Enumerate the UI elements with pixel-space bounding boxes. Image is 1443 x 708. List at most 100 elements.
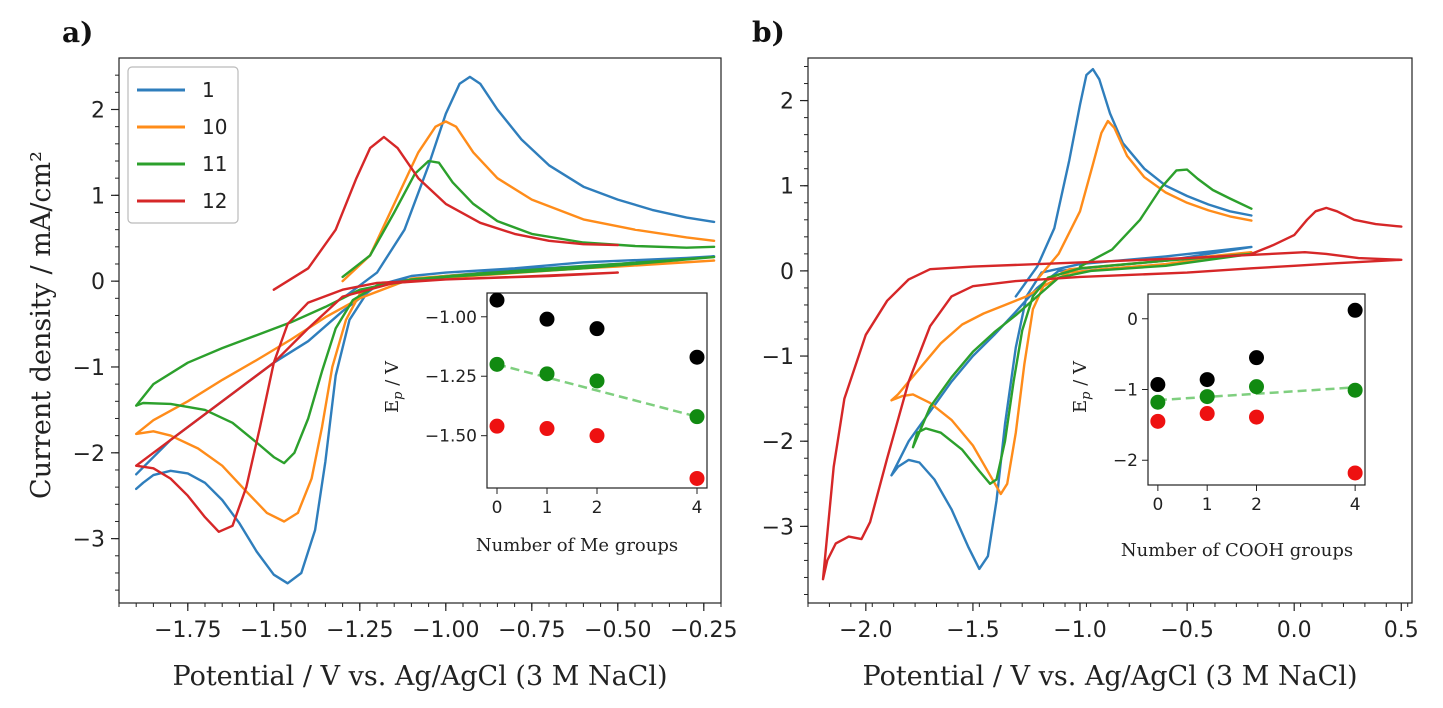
- series-line-1-ox: [341, 75, 716, 300]
- inset-point-black: [1347, 302, 1363, 318]
- y-tick-label: −2: [73, 442, 105, 467]
- inset-point-red: [1150, 413, 1166, 429]
- panel-b-plot-area: −2.0 −1.5 −1.0 −0.5 0.0 0.5 −3 −2 −1 0 1 2: [762, 57, 1419, 643]
- legend-label-11: 11: [202, 152, 227, 176]
- inset-point-black: [1249, 350, 1264, 366]
- inset-point-black: [539, 311, 555, 327]
- panel-b: b) Potential / V vs. Ag/AgCl (3 M NaCl) …: [752, 16, 1419, 692]
- panel-a-inset: Number of Me groups Ep / V 0 1 2 4 −1.00 −1.2…: [382, 292, 708, 556]
- y-tick-label: −2: [762, 430, 794, 455]
- y-tick-label: 2: [91, 98, 105, 123]
- panel-b-inset-x-label: Number of COOH groups: [1121, 540, 1353, 561]
- panel-a-plot-area: −1.75 −1.50 −1.25 −1.00 −0.75 −0.50 −0.25 −3 −2 −…: [73, 57, 738, 643]
- x-tick-label: −2.0: [839, 618, 892, 643]
- inset-point-red: [1347, 465, 1363, 481]
- series-line-red-ox: [1250, 206, 1403, 256]
- panel-a-y-axis-label: Current density / mA/cm²: [26, 151, 57, 499]
- inset-x-tick-label: 4: [1350, 495, 1361, 515]
- inset-point-green: [1150, 394, 1166, 410]
- x-tick-label: −0.75: [498, 618, 565, 643]
- inset-y-tick-label: −1.00: [425, 308, 477, 328]
- inset-point-red: [689, 470, 705, 486]
- y-tick-label: −3: [762, 515, 794, 540]
- inset-point-red: [1199, 406, 1215, 422]
- y-tick-label: 0: [91, 270, 105, 295]
- plot-frame: [807, 57, 1413, 604]
- inset-y-tick-label: −2: [1113, 451, 1138, 471]
- series-line-green: [911, 252, 1253, 485]
- inset-point-green: [539, 366, 555, 382]
- inset-point-green: [489, 356, 505, 372]
- y-tick-label: 2: [780, 90, 794, 115]
- series-line-red: [821, 251, 1403, 581]
- y-tick-label: 1: [91, 184, 105, 209]
- series-line-12: [135, 271, 619, 533]
- y-tick-label: 0: [780, 260, 794, 285]
- inset-point-black: [489, 292, 505, 308]
- inset-x-tick-label: 1: [1202, 495, 1213, 515]
- inset-y-unit: / V: [382, 360, 403, 392]
- inset-fit-line: [496, 363, 698, 418]
- inset-x-tick-label: 4: [692, 498, 703, 518]
- series-line-green-ox: [1078, 168, 1253, 268]
- panel-a-inset-y-label: Ep / V: [382, 360, 406, 413]
- inset-point-green: [1347, 382, 1363, 398]
- panel-b-x-axis-label: Potential / V vs. Ag/AgCl (3 M NaCl): [863, 661, 1358, 692]
- panel-a-label: a): [62, 16, 93, 49]
- legend-box: [127, 66, 239, 224]
- inset-y-tick-label: 0: [1127, 310, 1138, 330]
- inset-point-red: [589, 428, 605, 444]
- panel-a-legend: 1 10 11 12: [127, 66, 239, 224]
- x-tick-label: −1.50: [240, 618, 307, 643]
- panel-a-inset-x-label: Number of Me groups: [476, 535, 678, 556]
- inset-point-green: [1249, 379, 1264, 395]
- inset-x-tick-label: 1: [542, 498, 553, 518]
- inset-point-green: [1199, 389, 1215, 405]
- x-tick-label: −1.00: [412, 618, 479, 643]
- x-tick-label: −1.0: [1053, 618, 1106, 643]
- inset-point-black: [1150, 377, 1166, 393]
- panel-a: a) Current density / mA/cm² Potential / …: [26, 16, 738, 692]
- inset-x-tick-label: 2: [592, 498, 603, 518]
- y-tick-label: 1: [780, 175, 794, 200]
- y-tick-label: −1: [73, 356, 105, 381]
- y-tick-label: −3: [73, 528, 105, 553]
- panel-b-inset-y-label: Ep / V: [1070, 360, 1094, 413]
- inset-y-tick-label: −1.25: [425, 367, 477, 387]
- inset-point-black: [689, 349, 705, 365]
- inset-x-tick-label: 0: [492, 498, 503, 518]
- x-tick-label: −1.25: [326, 618, 393, 643]
- plot-frame: [118, 57, 722, 604]
- series-line-blue-ox: [1014, 67, 1253, 298]
- panel-a-x-axis-label: Potential / V vs. Ag/AgCl (3 M NaCl): [173, 661, 668, 692]
- legend-label-12: 12: [202, 189, 227, 213]
- subscript-p: p: [1079, 391, 1094, 400]
- legend-label-10: 10: [202, 115, 227, 139]
- x-tick-label: 0.0: [1277, 618, 1312, 643]
- x-tick-label: −0.25: [670, 618, 737, 643]
- y-tick-label: −1: [762, 345, 794, 370]
- series-line-11-ox: [341, 159, 716, 279]
- series-line-10-ox: [341, 120, 716, 283]
- series-line-12-ox: [272, 135, 619, 291]
- panel-b-label: b): [752, 16, 785, 49]
- legend-label-1: 1: [202, 78, 215, 102]
- series-line-orange-ox: [1036, 119, 1253, 281]
- x-tick-label: −1.75: [154, 618, 221, 643]
- inset-point-black: [1199, 372, 1215, 388]
- inset-x-tick-label: 0: [1152, 495, 1163, 515]
- inset-point-green: [689, 409, 705, 425]
- inset-point-green: [589, 373, 605, 389]
- x-tick-label: −0.5: [1160, 618, 1213, 643]
- inset-point-red: [539, 421, 555, 437]
- inset-point-red: [1249, 409, 1264, 425]
- inset-y-unit: / V: [1070, 360, 1091, 392]
- inset-point-red: [489, 418, 505, 434]
- inset-x-tick-label: 2: [1251, 495, 1262, 515]
- subscript-p: p: [391, 391, 406, 400]
- inset-point-black: [589, 321, 605, 337]
- inset-y-tick-label: −1: [1113, 381, 1138, 401]
- series-line-blue: [890, 245, 1253, 571]
- x-tick-label: −0.50: [584, 618, 651, 643]
